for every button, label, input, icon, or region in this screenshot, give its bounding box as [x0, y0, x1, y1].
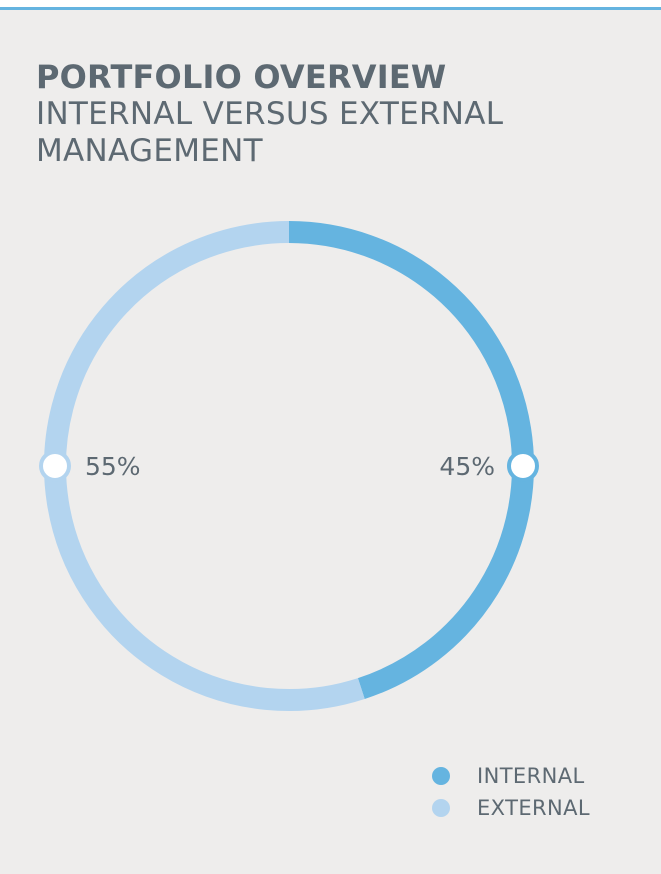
- data-label-internal: 45%: [439, 452, 495, 481]
- donut-slice-internal: [288, 221, 534, 700]
- chart-legend: INTERNAL EXTERNAL: [432, 760, 590, 824]
- top-accent-rule: [0, 0, 661, 10]
- slice-marker-external: [39, 450, 71, 482]
- chart-subtitle: INTERNAL VERSUS EXTERNAL MANAGEMENT: [36, 96, 504, 169]
- legend-label-internal: INTERNAL: [477, 764, 585, 788]
- title-block: PORTFOLIO OVERVIEW INTERNAL VERSUS EXTER…: [36, 58, 636, 170]
- legend-label-external: EXTERNAL: [477, 796, 590, 820]
- legend-item-external: EXTERNAL: [432, 792, 590, 824]
- data-label-external: 55%: [85, 452, 141, 481]
- slice-marker-internal: [507, 450, 539, 482]
- legend-item-internal: INTERNAL: [432, 760, 590, 792]
- legend-swatch-external: [432, 799, 450, 817]
- donut-slice-external: [44, 221, 365, 711]
- legend-swatch-internal: [432, 767, 450, 785]
- chart-title: PORTFOLIO OVERVIEW: [36, 58, 447, 96]
